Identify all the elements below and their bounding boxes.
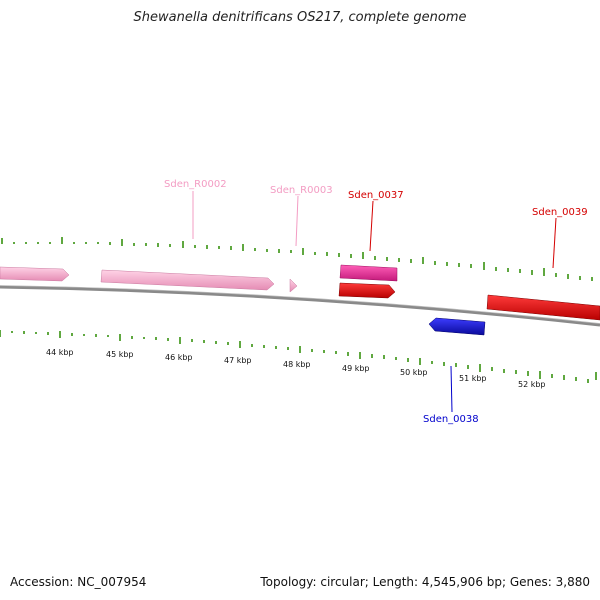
scale-label: 50 kbp bbox=[400, 368, 428, 377]
callout-lines bbox=[192, 191, 557, 413]
scale-label: 45 kbp bbox=[106, 350, 134, 359]
gene-label-Sden_R0002[interactable]: Sden_R0002 bbox=[164, 179, 227, 190]
gene-label-Sden_0038[interactable]: Sden_0038 bbox=[423, 414, 479, 425]
scale-label: 51 kbp bbox=[459, 374, 487, 383]
gene-feature-Sden_0037[interactable] bbox=[338, 282, 396, 299]
gene-label-Sden_0037[interactable]: Sden_0037 bbox=[348, 190, 404, 201]
rRNA-feature-left[interactable] bbox=[0, 266, 70, 282]
scale-label: 49 kbp bbox=[342, 364, 370, 373]
rRNA-feature-Sden_R0002[interactable] bbox=[100, 269, 275, 291]
scale-label: 44 kbp bbox=[46, 348, 74, 357]
gene-label-Sden_0039[interactable]: Sden_0039 bbox=[532, 207, 588, 218]
genome-backbone bbox=[0, 285, 600, 327]
inner-ticks bbox=[0, 330, 597, 383]
scale-label: 47 kbp bbox=[224, 356, 252, 365]
outer-ticks bbox=[1, 237, 593, 281]
scale-label: 46 kbp bbox=[165, 353, 193, 362]
map-title: Shewanella denitrificans OS217, complete… bbox=[133, 10, 467, 25]
gene-labels: Sden_R0002 Sden_R0003 Sden_0037 Sden_003… bbox=[164, 179, 588, 425]
topology-text: Topology: circular; Length: 4,545,906 bp… bbox=[260, 575, 590, 589]
gene-feature-Sden_0038[interactable] bbox=[428, 317, 486, 336]
scale-labels: 44 kbp 45 kbp 46 kbp 47 kbp 48 kbp 49 kb… bbox=[46, 348, 546, 389]
scale-label: 48 kbp bbox=[283, 360, 311, 369]
accession-text: Accession: NC_007954 bbox=[10, 575, 147, 589]
scale-label: 52 kbp bbox=[518, 380, 546, 389]
gene-feature-Sden_0039[interactable] bbox=[486, 294, 600, 321]
tRNA-feature-Sden_R0003[interactable] bbox=[289, 278, 298, 293]
tRNA-feature-magenta[interactable] bbox=[339, 264, 398, 282]
gene-label-Sden_R0003[interactable]: Sden_R0003 bbox=[270, 185, 333, 196]
